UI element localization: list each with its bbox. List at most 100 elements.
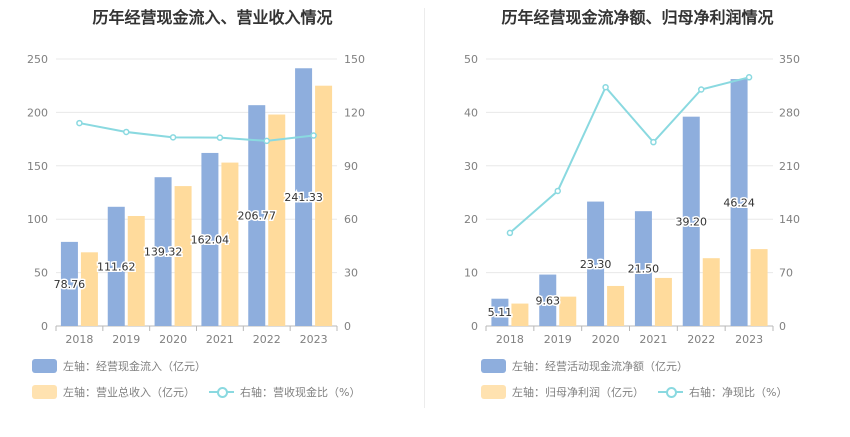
bar xyxy=(174,186,192,326)
y2-axis-tick-label: 280 xyxy=(779,106,800,119)
data-label: 23.30 xyxy=(580,258,612,271)
y2-axis-tick-label: 140 xyxy=(779,213,800,226)
y2-axis-tick-label: 60 xyxy=(344,213,358,226)
bar xyxy=(730,79,748,326)
bar xyxy=(127,215,145,326)
legend-line-icon xyxy=(209,385,234,399)
line-point xyxy=(123,128,130,136)
panel-divider xyxy=(424,8,425,408)
bar xyxy=(559,296,577,326)
line-point xyxy=(76,119,83,127)
data-label: 46.24 xyxy=(723,197,755,210)
bar xyxy=(654,277,672,326)
series-line xyxy=(79,122,314,142)
bar xyxy=(539,274,557,326)
legend-item-net-cash-ratio[interactable]: 右轴：净现比（%） xyxy=(658,384,787,400)
x-axis-tick-label: 2021 xyxy=(206,333,234,346)
legend-swatch xyxy=(481,385,506,399)
y2-axis-tick-label: 350 xyxy=(779,53,800,66)
data-label: 9.63 xyxy=(536,294,561,307)
legend-label: 右轴：营收现金比（%） xyxy=(240,386,361,399)
legend-swatch xyxy=(32,359,57,373)
data-label: 162.04 xyxy=(191,233,230,246)
line-point xyxy=(602,83,609,91)
x-axis-tick-label: 2022 xyxy=(253,333,281,346)
data-label: 21.50 xyxy=(628,263,660,276)
chart-title: 历年经营现金流入、营业收入情况 xyxy=(92,8,333,27)
legend-label: 右轴：净现比（%） xyxy=(689,386,788,399)
x-axis-tick-label: 2023 xyxy=(300,333,328,346)
line-point xyxy=(216,134,224,141)
y-axis-tick-label: 50 xyxy=(34,267,48,280)
bar xyxy=(221,162,239,326)
left-chart-plot: 0 50 100 150 200 250 0 30 60 90 120 150 2018 2019 2020… xyxy=(27,53,365,346)
left-chart-panel: 历年经营现金流入、营业收入情况 0 50 100 150 200 250 0 30 60 90 12… xyxy=(27,8,365,400)
legend: 左轴：经营活动现金流净额（亿元） 左轴：归母净利润（亿元） 右轴：净现比（%） xyxy=(481,356,850,408)
bar xyxy=(750,249,768,326)
x-axis-tick-label: 2020 xyxy=(159,333,187,346)
line-point xyxy=(310,132,317,139)
x-axis-tick-label: 2019 xyxy=(544,333,572,346)
legend-label: 左轴：经营现金流入（亿元） xyxy=(63,360,206,373)
bar xyxy=(702,258,720,326)
data-label: 39.20 xyxy=(676,215,708,228)
chart-title: 历年经营现金流净额、归母净利润情况 xyxy=(501,8,774,27)
legend-item-ratio[interactable]: 右轴：营收现金比（%） xyxy=(209,384,360,400)
x-axis-tick-label: 2021 xyxy=(639,333,667,346)
y-axis-tick-label: 200 xyxy=(27,106,48,119)
data-label: 206.77 xyxy=(238,210,277,223)
legend-item-revenue[interactable]: 左轴：营业总收入（亿元） xyxy=(32,384,195,400)
x-axis-tick-label: 2019 xyxy=(112,333,140,346)
y2-axis-tick-label: 210 xyxy=(779,160,800,173)
data-label: 111.62 xyxy=(97,260,136,273)
y2-axis-tick-label: 120 xyxy=(344,106,365,119)
bar xyxy=(80,252,98,326)
y2-axis-tick-label: 0 xyxy=(779,320,786,333)
data-label: 5.11 xyxy=(488,306,513,319)
x-axis-tick-label: 2018 xyxy=(65,333,93,346)
y-axis-tick-label: 10 xyxy=(464,267,478,280)
y-axis-tick-label: 150 xyxy=(27,160,48,173)
bar xyxy=(682,116,700,326)
legend-item-net-profit[interactable]: 左轴：归母净利润（亿元） xyxy=(481,384,644,400)
right-chart-panel: 历年经营现金流净额、归母净利润情况 0 10 20 30 40 50 0 70 140 210 28… xyxy=(425,0,850,437)
y-axis-tick-label: 250 xyxy=(27,53,48,66)
legend-label: 左轴：归母净利润（亿元） xyxy=(512,386,644,399)
y2-axis-tick-label: 30 xyxy=(344,267,358,280)
bar xyxy=(154,177,172,326)
line-point xyxy=(650,138,657,146)
data-label: 241.33 xyxy=(284,191,323,204)
legend-item-net-cash-flow[interactable]: 左轴：经营活动现金流净额（亿元） xyxy=(481,358,688,374)
y2-axis-tick-label: 150 xyxy=(344,53,365,66)
y-axis-tick-label: 30 xyxy=(464,160,478,173)
series-line xyxy=(509,76,750,234)
bar xyxy=(268,114,286,326)
line-point xyxy=(506,229,514,237)
data-label: 78.76 xyxy=(54,278,86,291)
x-axis-tick-label: 2022 xyxy=(687,333,715,346)
line-point xyxy=(745,74,753,81)
legend-line-icon xyxy=(658,385,683,399)
legend-swatch xyxy=(32,385,57,399)
y2-axis-tick-label: 90 xyxy=(344,160,358,173)
y-axis-tick-label: 0 xyxy=(41,320,48,333)
bar xyxy=(107,206,125,326)
legend-item-cash-inflow[interactable]: 左轴：经营现金流入（亿元） xyxy=(32,358,206,374)
legend-label: 左轴：营业总收入（亿元） xyxy=(63,386,195,399)
bar xyxy=(315,85,333,326)
y-axis-tick-label: 50 xyxy=(464,53,478,66)
y2-axis-tick-label: 70 xyxy=(779,267,793,280)
y-axis-tick-label: 100 xyxy=(27,213,48,226)
x-axis-tick-label: 2023 xyxy=(735,333,763,346)
y2-axis-tick-label: 0 xyxy=(344,320,351,333)
x-axis-tick-label: 2018 xyxy=(496,333,524,346)
line-point xyxy=(554,187,561,195)
y-axis-tick-label: 40 xyxy=(464,106,478,119)
right-chart-plot: 0 10 20 30 40 50 0 70 140 210 280 350 2018 2019 2020 20… xyxy=(464,53,800,346)
bar xyxy=(60,241,78,326)
legend-swatch xyxy=(481,359,506,373)
data-label: 139.32 xyxy=(144,246,183,259)
bar xyxy=(248,105,266,326)
line-point xyxy=(263,137,270,145)
y-axis-tick-label: 20 xyxy=(464,213,478,226)
